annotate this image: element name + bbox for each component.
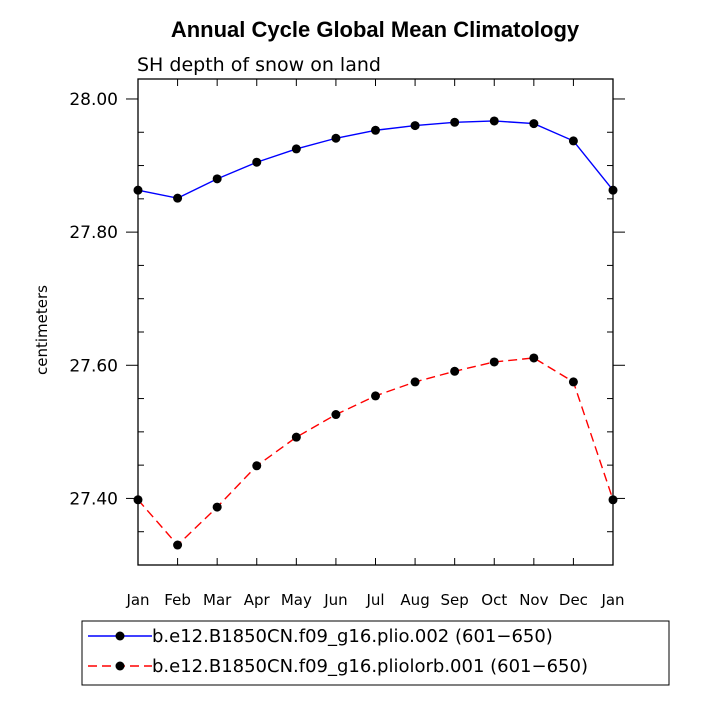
data-point-series-1 <box>568 136 578 146</box>
chart-subtitle: SH depth of snow on land <box>137 54 381 76</box>
x-tick-label: Aug <box>400 591 429 609</box>
data-point-series-1 <box>371 125 380 135</box>
y-tick-label: 27.80 <box>69 223 118 243</box>
legend-marker-series-2 <box>115 661 125 671</box>
x-tick-label: Apr <box>244 591 271 609</box>
x-tick-label: Jun <box>323 591 347 609</box>
data-point-series-1 <box>173 193 183 203</box>
plot-frame <box>137 78 614 566</box>
legend-label-series-2: b.e12.B1850CN.f09_g16.pliolorb.001 (601−… <box>152 656 588 677</box>
data-point-series-1 <box>489 116 499 126</box>
x-tick-label: Jan <box>600 591 624 609</box>
x-tick-label: May <box>281 591 312 609</box>
data-point-series-2 <box>212 502 222 512</box>
data-point-series-2 <box>133 495 143 505</box>
data-point-series-2 <box>291 432 301 442</box>
y-tick-label: 28.00 <box>69 90 118 110</box>
data-point-series-1 <box>331 133 341 143</box>
chart-title: Annual Cycle Global Mean Climatology <box>171 17 580 42</box>
series-line-2 <box>137 357 614 547</box>
data-point-series-2 <box>450 366 460 376</box>
legend-box <box>81 620 670 686</box>
data-point-series-2 <box>252 461 262 471</box>
legend-label-series-1: b.e12.B1850CN.f09_g16.plio.002 (601−650) <box>152 626 553 647</box>
legend-marker-series-1 <box>115 631 125 641</box>
x-tick-label: Mar <box>203 591 232 609</box>
x-tick-label: Jan <box>125 591 149 609</box>
x-tick-label: Nov <box>519 591 548 609</box>
data-point-series-1 <box>608 185 618 195</box>
series-layer <box>133 116 618 550</box>
data-point-series-1 <box>529 119 539 129</box>
data-point-series-1 <box>252 157 262 167</box>
data-point-series-2 <box>173 540 183 550</box>
data-point-series-1 <box>450 117 460 127</box>
data-point-series-2 <box>410 377 420 387</box>
data-point-series-2 <box>568 377 578 387</box>
legend: b.e12.B1850CN.f09_g16.plio.002 (601−650)… <box>81 620 670 686</box>
x-tick-label: Oct <box>481 591 507 609</box>
data-point-series-1 <box>133 185 143 195</box>
data-point-series-2 <box>529 353 539 363</box>
y-axis-label: centimeters <box>33 285 51 375</box>
data-point-series-2 <box>489 357 499 367</box>
data-point-series-2 <box>371 391 380 401</box>
x-tick-label: Jul <box>365 591 384 609</box>
y-tick-label: 27.60 <box>69 356 118 376</box>
x-tick-label: Sep <box>441 591 469 609</box>
data-point-series-2 <box>608 495 618 505</box>
axes-ticks: Jan Feb Mar Apr May Jun Jul Aug Sep Oct Nov Dec Jan 2… <box>69 79 625 609</box>
data-point-series-2 <box>331 410 341 420</box>
x-tick-label: Dec <box>559 591 588 609</box>
data-point-series-1 <box>291 144 301 154</box>
y-tick-label: 27.40 <box>69 489 118 509</box>
data-point-series-1 <box>212 174 222 184</box>
data-point-series-1 <box>410 121 420 131</box>
x-tick-label: Feb <box>164 591 191 609</box>
